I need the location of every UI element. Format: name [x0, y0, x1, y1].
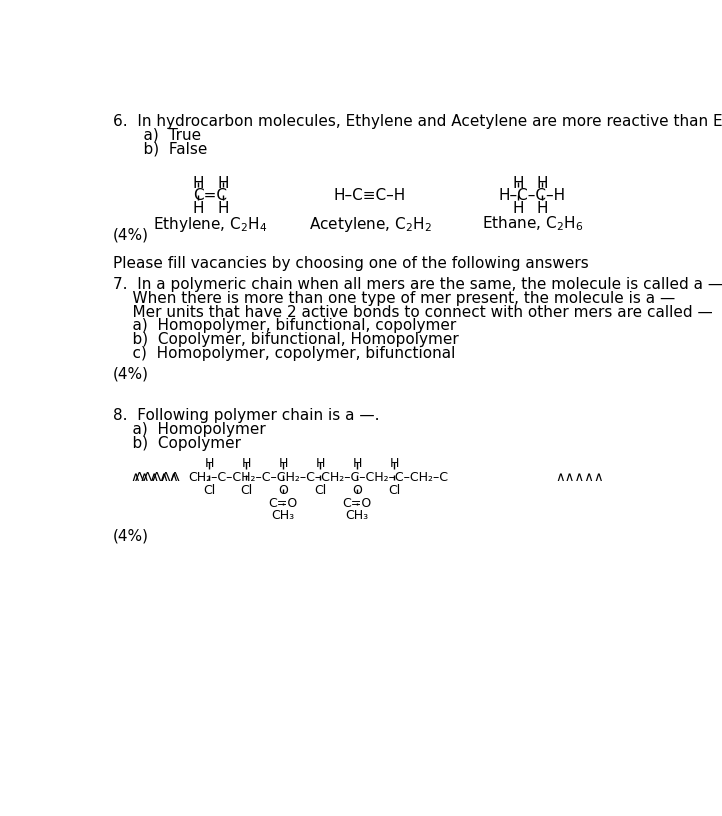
Text: C=O: C=O — [342, 497, 372, 510]
Text: O: O — [279, 485, 288, 497]
Text: b)  False: b) False — [124, 141, 207, 157]
Text: CH₃: CH₃ — [271, 509, 295, 522]
Text: C=C: C=C — [193, 188, 227, 203]
Text: Acetylene, C$_2$H$_2$: Acetylene, C$_2$H$_2$ — [308, 215, 432, 234]
Text: H: H — [316, 457, 325, 470]
Text: (4%): (4%) — [113, 367, 149, 382]
Text: H: H — [217, 201, 229, 216]
Text: Cl: Cl — [388, 485, 400, 497]
Text: Cl: Cl — [204, 485, 216, 497]
Text: H: H — [536, 201, 548, 216]
Text: H: H — [536, 175, 548, 191]
Text: H: H — [513, 201, 524, 216]
Text: CH₃: CH₃ — [346, 509, 369, 522]
Text: ∧∧∧∧∧: ∧∧∧∧∧ — [130, 471, 179, 484]
Text: Mer units that have 2 active bonds to connect with other mers are called —: Mer units that have 2 active bonds to co… — [113, 304, 713, 320]
Text: (4%): (4%) — [113, 228, 149, 242]
Text: c)  Homopolymer, copolymer, bifunctional: c) Homopolymer, copolymer, bifunctional — [113, 346, 455, 361]
Text: H: H — [389, 457, 399, 470]
Text: O: O — [352, 485, 362, 497]
Text: When there is more than one type of mer present, the molecule is a —: When there is more than one type of mer … — [113, 290, 675, 306]
Text: ∧∧∧∧∧: ∧∧∧∧∧ — [555, 471, 604, 484]
Text: CH₂–C–CH₂–C–CH₂–C–CH₂–C–CH₂–C–CH₂–C: CH₂–C–CH₂–C–CH₂–C–CH₂–C–CH₂–C–CH₂–C — [188, 471, 448, 484]
Text: 8.  Following polymer chain is a —.: 8. Following polymer chain is a —. — [113, 408, 379, 424]
Text: Please fill vacancies by choosing one of the following answers: Please fill vacancies by choosing one of… — [113, 256, 588, 271]
Text: H: H — [193, 175, 204, 191]
Text: C=O: C=O — [269, 497, 298, 510]
Text: a)  True: a) True — [124, 127, 201, 143]
Text: ΛΛΛΛΛ: ΛΛΛΛΛ — [134, 471, 180, 484]
Text: Cl: Cl — [240, 485, 253, 497]
Text: b)  Copolymer, bifunctional, Homopolymer: b) Copolymer, bifunctional, Homopolymer — [113, 332, 458, 348]
Text: b)  Copolymer: b) Copolymer — [113, 436, 240, 451]
Text: (4%): (4%) — [113, 528, 149, 543]
Text: H: H — [352, 457, 362, 470]
Text: Cl: Cl — [314, 485, 326, 497]
Text: H: H — [193, 201, 204, 216]
Text: Ethane, C$_2$H$_6$: Ethane, C$_2$H$_6$ — [482, 215, 583, 233]
Text: a)  Homopolymer, bifunctional, copolymer: a) Homopolymer, bifunctional, copolymer — [113, 318, 456, 334]
Text: H–C–C–H: H–C–C–H — [499, 188, 566, 203]
Text: a)  Homopolymer: a) Homopolymer — [113, 422, 266, 437]
Text: H: H — [242, 457, 251, 470]
Text: H: H — [217, 175, 229, 191]
Text: H–C≡C–H: H–C≡C–H — [334, 188, 406, 203]
Text: H: H — [205, 457, 214, 470]
Text: H: H — [279, 457, 288, 470]
Text: 7.  In a polymeric chain when all mers are the same, the molecule is called a —: 7. In a polymeric chain when all mers ar… — [113, 277, 722, 292]
Text: Ethylene, C$_2$H$_4$: Ethylene, C$_2$H$_4$ — [153, 215, 268, 234]
Text: H: H — [513, 175, 524, 191]
Text: 6.  In hydrocarbon molecules, Ethylene and Acetylene are more reactive than Etha: 6. In hydrocarbon molecules, Ethylene an… — [113, 113, 722, 129]
